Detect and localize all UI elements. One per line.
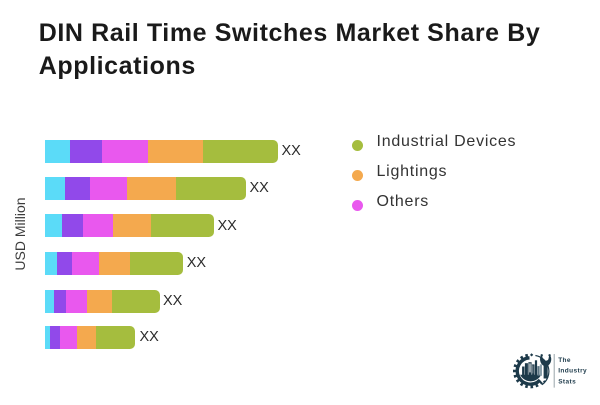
svg-text:Stats: Stats: [558, 378, 576, 385]
svg-text:Industry: Industry: [558, 367, 587, 374]
svg-text:The: The: [558, 357, 571, 364]
